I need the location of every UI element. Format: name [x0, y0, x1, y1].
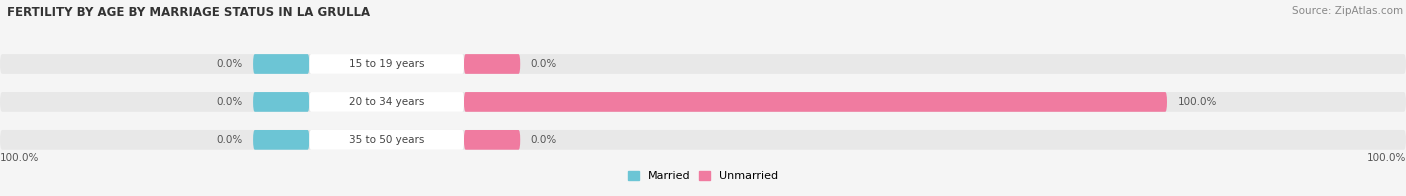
Text: 100.0%: 100.0%: [0, 153, 39, 163]
Text: 100.0%: 100.0%: [1367, 153, 1406, 163]
Text: 35 to 50 years: 35 to 50 years: [349, 135, 425, 145]
FancyBboxPatch shape: [309, 130, 464, 150]
FancyBboxPatch shape: [464, 130, 520, 150]
FancyBboxPatch shape: [0, 54, 1406, 74]
FancyBboxPatch shape: [309, 54, 464, 74]
Text: 0.0%: 0.0%: [531, 59, 557, 69]
Text: 20 to 34 years: 20 to 34 years: [349, 97, 425, 107]
Text: 0.0%: 0.0%: [217, 59, 243, 69]
Text: 0.0%: 0.0%: [531, 135, 557, 145]
FancyBboxPatch shape: [0, 92, 1406, 112]
Text: FERTILITY BY AGE BY MARRIAGE STATUS IN LA GRULLA: FERTILITY BY AGE BY MARRIAGE STATUS IN L…: [7, 6, 370, 19]
Text: 0.0%: 0.0%: [217, 97, 243, 107]
Text: 100.0%: 100.0%: [1178, 97, 1218, 107]
Text: 0.0%: 0.0%: [217, 135, 243, 145]
FancyBboxPatch shape: [309, 92, 464, 112]
FancyBboxPatch shape: [253, 54, 309, 74]
Text: Source: ZipAtlas.com: Source: ZipAtlas.com: [1292, 6, 1403, 16]
FancyBboxPatch shape: [464, 54, 520, 74]
FancyBboxPatch shape: [253, 92, 309, 112]
FancyBboxPatch shape: [464, 92, 1167, 112]
Legend: Married, Unmarried: Married, Unmarried: [627, 171, 779, 181]
FancyBboxPatch shape: [0, 130, 1406, 150]
FancyBboxPatch shape: [253, 130, 309, 150]
Text: 15 to 19 years: 15 to 19 years: [349, 59, 425, 69]
